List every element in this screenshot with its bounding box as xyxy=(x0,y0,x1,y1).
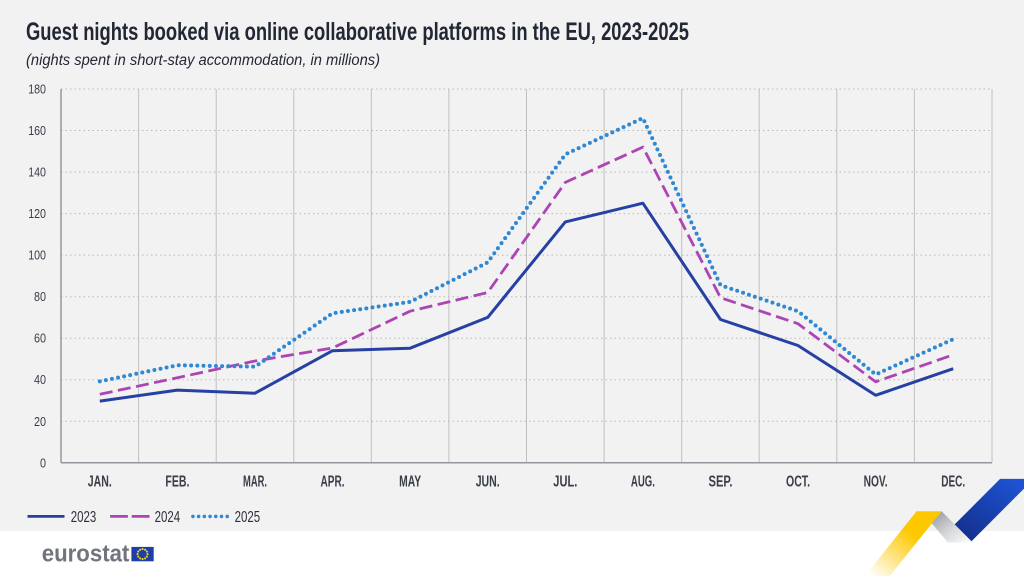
svg-text:2025: 2025 xyxy=(235,509,261,526)
svg-text:AUG.: AUG. xyxy=(631,474,655,491)
svg-text:eurostat: eurostat xyxy=(42,541,130,568)
svg-text:Guest nights booked via online: Guest nights booked via online collabora… xyxy=(26,18,689,46)
svg-text:40: 40 xyxy=(34,372,46,387)
svg-text:2024: 2024 xyxy=(155,509,181,526)
svg-text:APR.: APR. xyxy=(321,474,345,491)
svg-text:MAR.: MAR. xyxy=(243,474,267,491)
svg-text:0: 0 xyxy=(40,455,46,470)
svg-text:180: 180 xyxy=(28,82,46,97)
svg-text:JUL.: JUL. xyxy=(553,474,577,491)
svg-text:100: 100 xyxy=(28,248,46,263)
svg-text:20: 20 xyxy=(34,414,46,429)
svg-text:80: 80 xyxy=(34,289,46,304)
svg-text:SEP.: SEP. xyxy=(709,474,733,491)
svg-text:DEC.: DEC. xyxy=(941,474,965,491)
svg-text:60: 60 xyxy=(34,331,46,346)
svg-text:140: 140 xyxy=(28,165,46,180)
svg-text:JUN.: JUN. xyxy=(476,474,500,491)
svg-text:MAY: MAY xyxy=(399,474,421,491)
svg-text:(nights spent in short-stay ac: (nights spent in short-stay accommodatio… xyxy=(26,52,380,69)
svg-text:160: 160 xyxy=(28,123,46,138)
svg-text:120: 120 xyxy=(28,206,46,221)
svg-text:OCT.: OCT. xyxy=(786,474,810,491)
svg-text:FEB.: FEB. xyxy=(165,474,189,491)
svg-text:JAN.: JAN. xyxy=(88,474,112,491)
svg-text:2023: 2023 xyxy=(71,509,97,526)
svg-text:NOV.: NOV. xyxy=(864,474,888,491)
